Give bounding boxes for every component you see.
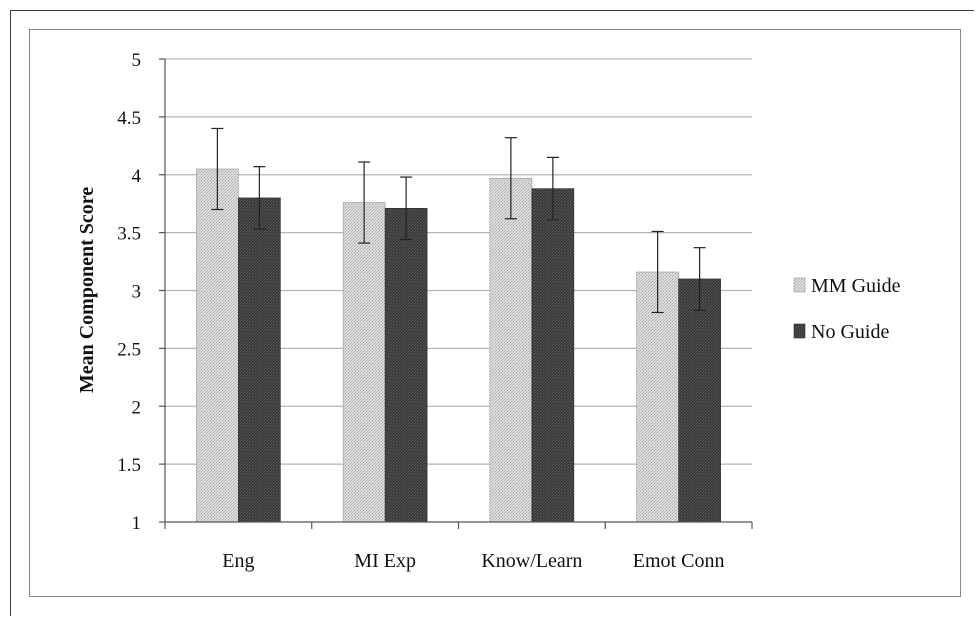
x-tick-label: Know/Learn <box>481 550 582 572</box>
y-tick-label: 2 <box>132 397 142 418</box>
bar-mm-guide <box>196 168 239 523</box>
error-bar-mm-guide <box>211 127 224 211</box>
y-tick-label: 5 <box>132 50 142 71</box>
y-tick-label: 4 <box>132 166 142 187</box>
y-tick-label: 1 <box>132 513 142 534</box>
error-bars <box>211 127 706 314</box>
y-tick-label: 3.5 <box>117 224 141 245</box>
bar-no-guide <box>238 197 281 523</box>
category-labels: Eng MI Exp Know/Learn Emot Conn <box>222 550 724 572</box>
bar-mm-guide <box>489 177 533 523</box>
y-tick-labels: 1 1.5 2 2.5 3 3.5 4 4.5 5 <box>117 50 141 534</box>
y-tick-label: 4.5 <box>117 108 141 129</box>
bar-no-guide <box>678 278 721 523</box>
x-tick-label: Eng <box>222 550 254 572</box>
legend-swatch <box>793 277 806 293</box>
error-bar-mm-guide <box>651 230 664 314</box>
axes <box>159 58 753 529</box>
error-bar-no-guide <box>253 166 266 230</box>
legend-label: MM Guide <box>811 275 901 297</box>
legend: MM Guide No Guide <box>793 275 901 343</box>
error-bar-mm-guide <box>504 137 517 220</box>
x-tick-label: Emot Conn <box>633 550 725 572</box>
error-bar-no-guide <box>400 176 413 241</box>
bar-mm-guide <box>636 271 679 523</box>
y-axis-label: Mean Component Score <box>76 187 98 393</box>
y-tick-label: 3 <box>132 282 142 303</box>
x-tick-label: MI Exp <box>354 550 416 572</box>
legend-swatch <box>793 323 806 339</box>
bars <box>196 168 721 523</box>
legend-label: No Guide <box>811 321 889 343</box>
bar-no-guide <box>384 208 428 523</box>
page-outline <box>10 10 974 616</box>
y-tick-label: 2.5 <box>117 339 141 360</box>
error-bar-no-guide <box>546 156 559 221</box>
y-tick-label: 1.5 <box>117 455 141 476</box>
bar-no-guide <box>531 188 575 523</box>
error-bar-mm-guide <box>358 161 371 244</box>
error-bar-no-guide <box>693 247 706 311</box>
bar-mm-guide <box>342 202 386 523</box>
